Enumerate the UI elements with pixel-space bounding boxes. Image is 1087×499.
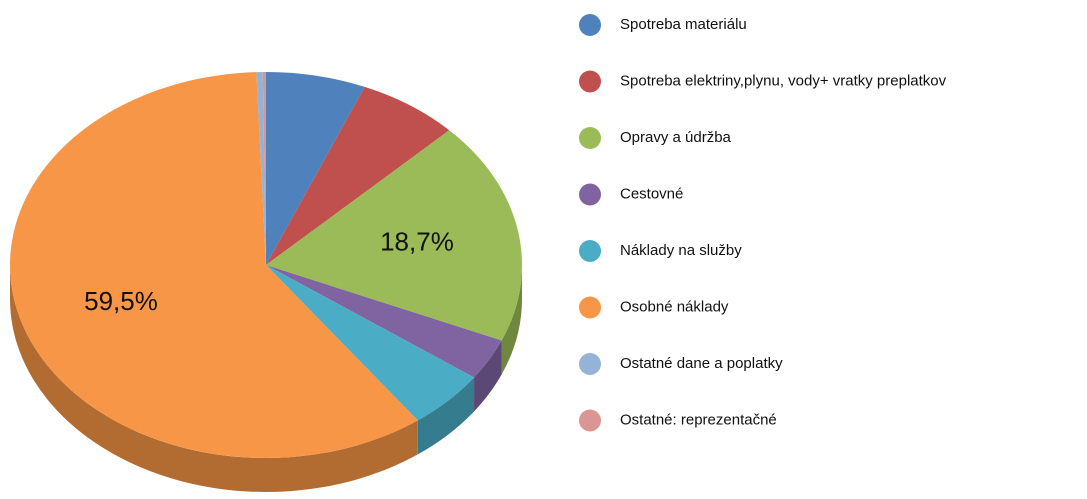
data-label: 59,5% [84, 286, 158, 316]
legend-marker [579, 14, 601, 36]
slice [256, 72, 266, 266]
legend-label: Ostatné: reprezentačné [620, 411, 777, 428]
slice-side [474, 340, 502, 412]
legend-label: Cestovné [620, 185, 683, 202]
legend-label: Opravy a údržba [620, 129, 732, 146]
legend-marker [579, 353, 601, 375]
legend-label: Náklady na služby [620, 242, 742, 259]
slice [262, 72, 266, 265]
legend-label: Ostatné dane a poplatky [620, 355, 783, 372]
legend-label: Spotreba materiálu [620, 16, 747, 33]
slice [266, 130, 522, 341]
legend-marker [579, 240, 601, 262]
legend-marker [579, 409, 601, 432]
legend-marker [579, 296, 601, 319]
slice [266, 265, 502, 378]
slice-side [501, 265, 522, 375]
slice [266, 265, 475, 421]
slice [266, 86, 450, 265]
slice [266, 72, 365, 265]
legend-label: Spotreba elektriny,plynu, vody+ vratky p… [620, 72, 947, 89]
data-label: 18,7% [380, 227, 454, 257]
slice [9, 72, 418, 458]
legend-marker [579, 183, 601, 206]
legend-marker [579, 70, 601, 93]
slice-side [417, 377, 475, 455]
legend-label: Osobné náklady [620, 298, 729, 315]
slice-side [10, 265, 418, 492]
legend-marker [579, 127, 601, 149]
